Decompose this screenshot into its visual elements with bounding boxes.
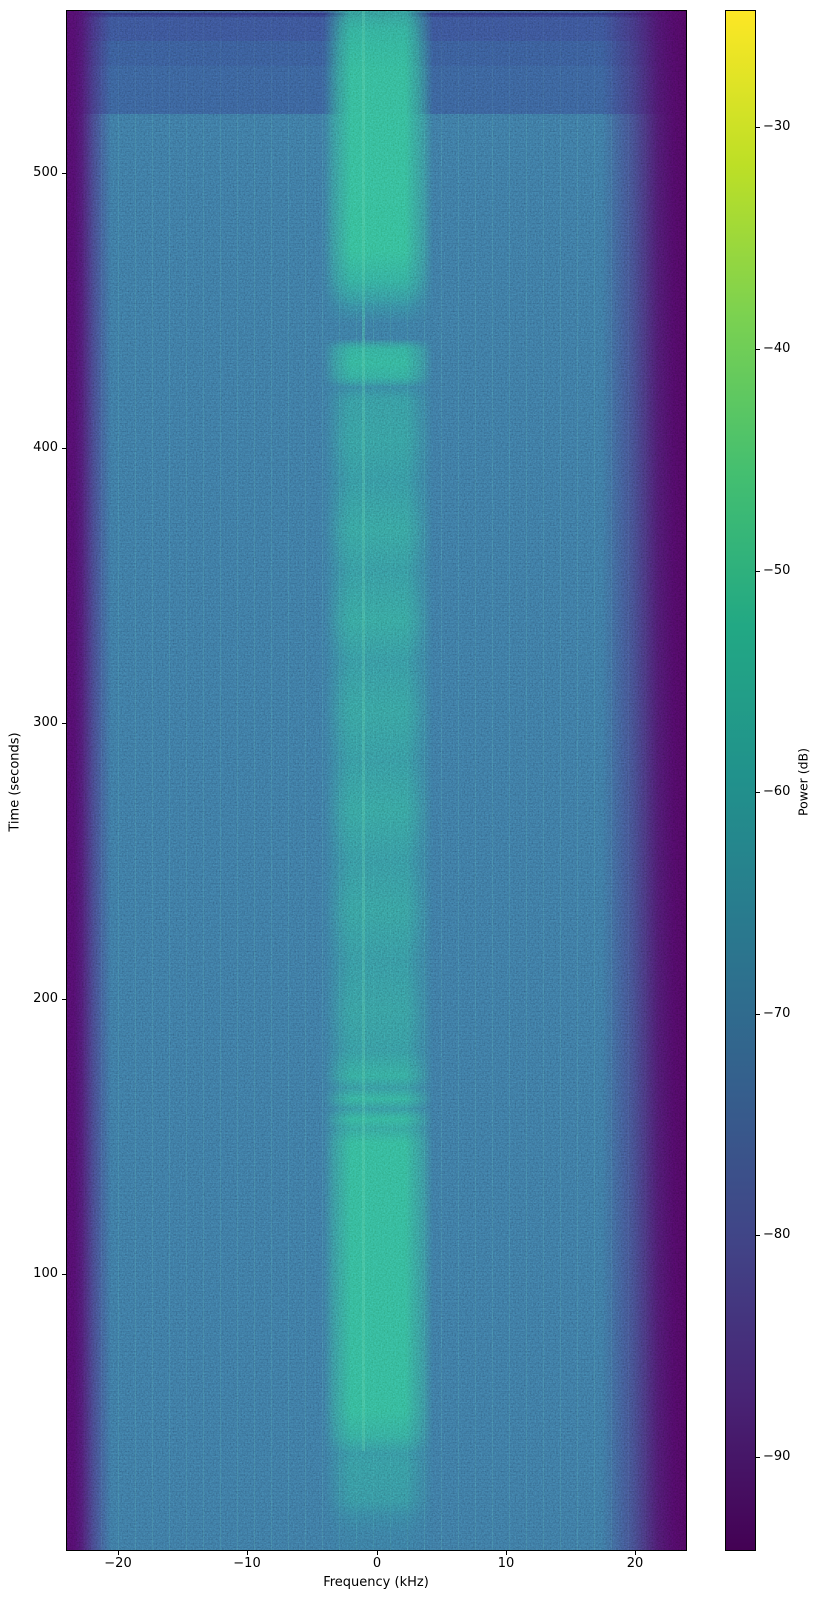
y-tick: [62, 448, 66, 449]
plot-area: [66, 10, 687, 1551]
x-tick-label: 20: [626, 1556, 644, 1571]
colorbar-tick-label: −70: [763, 1006, 791, 1021]
colorbar-tick-label: −90: [763, 1449, 791, 1464]
colorbar-tick-label: −80: [763, 1227, 791, 1242]
y-tick: [62, 999, 66, 1000]
colorbar-tick-label: −50: [763, 563, 791, 578]
x-tick-label: 0: [372, 1556, 382, 1571]
y-tick-label: 500: [33, 165, 58, 180]
x-tick-label: −10: [233, 1556, 261, 1571]
x-tick: [118, 1551, 119, 1555]
colorbar-tick-label: −40: [763, 341, 791, 356]
y-tick-label: 100: [33, 1266, 58, 1281]
colorbar-axis-label: Power (dB): [795, 747, 811, 817]
x-tick-label: −20: [104, 1556, 132, 1571]
colorbar-tick: [756, 349, 760, 350]
heatmap-noise-texture: [67, 11, 686, 1550]
y-tick-label: 200: [33, 991, 58, 1006]
y-tick-label: 300: [33, 715, 58, 730]
y-tick-label: 400: [33, 440, 58, 455]
colorbar-tick-label: −60: [763, 784, 791, 799]
colorbar-tick: [756, 1457, 760, 1458]
colorbar-tick: [756, 792, 760, 793]
colorbar-gradient: [725, 10, 756, 1551]
x-tick: [506, 1551, 507, 1555]
x-tick: [635, 1551, 636, 1555]
colorbar-tick-label: −30: [763, 119, 791, 134]
colorbar-tick: [756, 1235, 760, 1236]
x-axis-label: Frequency (kHz): [323, 1575, 429, 1590]
colorbar-tick: [756, 1014, 760, 1015]
x-tick: [377, 1551, 378, 1555]
y-tick: [62, 1274, 66, 1275]
x-tick-label: 10: [497, 1556, 515, 1571]
y-axis-label: Time (seconds): [7, 732, 23, 832]
colorbar-tick: [756, 127, 760, 128]
y-tick: [62, 173, 66, 174]
x-tick: [247, 1551, 248, 1555]
colorbar-tick: [756, 571, 760, 572]
y-tick: [62, 723, 66, 724]
